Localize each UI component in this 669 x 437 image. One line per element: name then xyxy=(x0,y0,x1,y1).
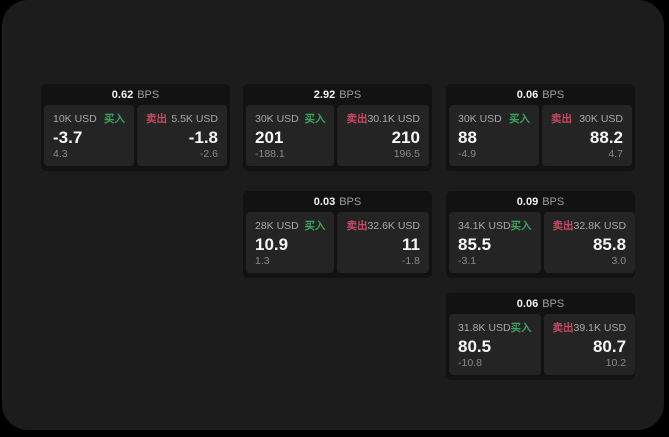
buy-price: 10.9 xyxy=(255,235,289,254)
sell-delta: 10.2 xyxy=(605,357,627,369)
buy-amount: 31.8K USD xyxy=(458,321,511,334)
quote-card: 0.03 BPS 28K USD 买入 10.9 1.3 卖出 32.6K US… xyxy=(243,191,432,278)
buy-label: 买入 xyxy=(304,220,326,232)
spread-bps-value: 0.62 xyxy=(111,88,134,101)
buy-label: 买入 xyxy=(104,113,125,125)
sell-amount: 30K USD xyxy=(579,112,623,125)
app-window: 0.62 BPS 10K USD 买入 -3.7 4.3 卖出 5.5K USD… xyxy=(2,0,664,430)
buy-amount: 34.1K USD xyxy=(458,219,511,232)
spread-bps-value: 0.09 xyxy=(516,195,539,208)
buy-panel[interactable]: 31.8K USD 买入 80.5 -10.8 xyxy=(449,314,541,375)
buy-price: 80.5 xyxy=(458,337,492,356)
buy-delta: -10.8 xyxy=(458,357,482,369)
buy-label: 买入 xyxy=(510,220,532,232)
bps-unit-label: BPS xyxy=(137,88,160,101)
sell-amount: 39.1K USD xyxy=(573,321,627,334)
spread-header: 0.09 BPS xyxy=(446,191,635,212)
sell-delta: -1.8 xyxy=(401,255,420,267)
sell-delta: -2.6 xyxy=(199,148,218,160)
sell-label: 卖出 xyxy=(552,322,574,334)
sell-label: 卖出 xyxy=(146,113,167,125)
bps-unit-label: BPS xyxy=(542,195,565,208)
buy-panel[interactable]: 30K USD 买入 201 -188.1 xyxy=(246,105,335,166)
spread-header: 0.06 BPS xyxy=(446,293,635,314)
sell-price: 85.8 xyxy=(592,235,627,254)
quote-card: 0.06 BPS 30K USD 买入 88 -4.9 卖出 30K USD 8… xyxy=(446,84,635,171)
sell-amount: 30.1K USD xyxy=(367,112,420,125)
buy-delta: -3.1 xyxy=(458,255,477,267)
buy-amount: 28K USD xyxy=(255,219,299,232)
sell-amount: 5.5K USD xyxy=(171,112,218,125)
buy-panel[interactable]: 34.1K USD 买入 85.5 -3.1 xyxy=(449,212,541,273)
spread-bps-value: 0.06 xyxy=(516,88,539,101)
quote-card: 0.09 BPS 34.1K USD 买入 85.5 -3.1 卖出 32.8K… xyxy=(446,191,636,278)
sell-panel[interactable]: 卖出 30.1K USD 210 196.5 xyxy=(337,105,429,166)
bps-unit-label: BPS xyxy=(339,195,362,208)
sell-panel[interactable]: 卖出 32.8K USD 85.8 3.0 xyxy=(543,212,636,273)
spread-bps-value: 0.06 xyxy=(516,297,539,310)
sell-label: 卖出 xyxy=(551,113,572,125)
sell-panel[interactable]: 卖出 39.1K USD 80.7 10.2 xyxy=(543,314,636,375)
buy-delta: 1.3 xyxy=(255,255,270,267)
buy-label: 买入 xyxy=(304,113,326,125)
buy-label: 买入 xyxy=(510,322,532,334)
sell-amount: 32.6K USD xyxy=(367,219,420,232)
buy-panel[interactable]: 30K USD 买入 88 -4.9 xyxy=(449,105,539,166)
sell-panel[interactable]: 卖出 5.5K USD -1.8 -2.6 xyxy=(137,105,227,166)
quote-card: 0.62 BPS 10K USD 买入 -3.7 4.3 卖出 5.5K USD… xyxy=(41,84,230,171)
buy-amount: 10K USD xyxy=(53,112,97,125)
sell-price: 80.7 xyxy=(592,337,627,356)
spread-bps-value: 0.03 xyxy=(313,195,336,208)
spread-header: 0.62 BPS xyxy=(41,84,230,105)
buy-delta: -4.9 xyxy=(458,148,477,160)
buy-price: -3.7 xyxy=(53,128,83,147)
sell-price: 210 xyxy=(391,128,420,147)
bps-unit-label: BPS xyxy=(542,297,565,310)
sell-delta: 3.0 xyxy=(611,255,627,267)
sell-delta: 4.7 xyxy=(608,148,623,160)
bps-unit-label: BPS xyxy=(339,88,362,101)
buy-price: 88 xyxy=(458,128,477,147)
spread-header: 2.92 BPS xyxy=(243,84,432,105)
sell-label: 卖出 xyxy=(552,220,574,232)
spread-bps-value: 2.92 xyxy=(313,88,336,101)
sell-delta: 196.5 xyxy=(393,148,420,160)
sell-price: 88.2 xyxy=(589,128,623,147)
sell-panel[interactable]: 卖出 32.6K USD 11 -1.8 xyxy=(337,212,429,273)
sell-label: 卖出 xyxy=(346,220,368,232)
sell-panel[interactable]: 卖出 30K USD 88.2 4.7 xyxy=(542,105,632,166)
buy-amount: 30K USD xyxy=(458,112,502,125)
buy-amount: 30K USD xyxy=(255,112,299,125)
buy-price: 85.5 xyxy=(458,235,492,254)
buy-delta: 4.3 xyxy=(53,148,68,160)
buy-label: 买入 xyxy=(509,113,530,125)
spread-header: 0.03 BPS xyxy=(243,191,432,212)
sell-label: 卖出 xyxy=(346,113,368,125)
bps-unit-label: BPS xyxy=(542,88,565,101)
sell-price: 11 xyxy=(402,235,420,254)
buy-panel[interactable]: 10K USD 买入 -3.7 4.3 xyxy=(44,105,134,166)
quote-card: 0.06 BPS 31.8K USD 买入 80.5 -10.8 卖出 39.1… xyxy=(446,293,636,380)
spread-header: 0.06 BPS xyxy=(446,84,635,105)
buy-price: 201 xyxy=(255,128,284,147)
sell-price: -1.8 xyxy=(188,128,218,147)
buy-panel[interactable]: 28K USD 买入 10.9 1.3 xyxy=(246,212,335,273)
quote-card: 2.92 BPS 30K USD 买入 201 -188.1 卖出 30.1K … xyxy=(243,84,432,171)
sell-amount: 32.8K USD xyxy=(573,219,627,232)
buy-delta: -188.1 xyxy=(255,148,285,160)
